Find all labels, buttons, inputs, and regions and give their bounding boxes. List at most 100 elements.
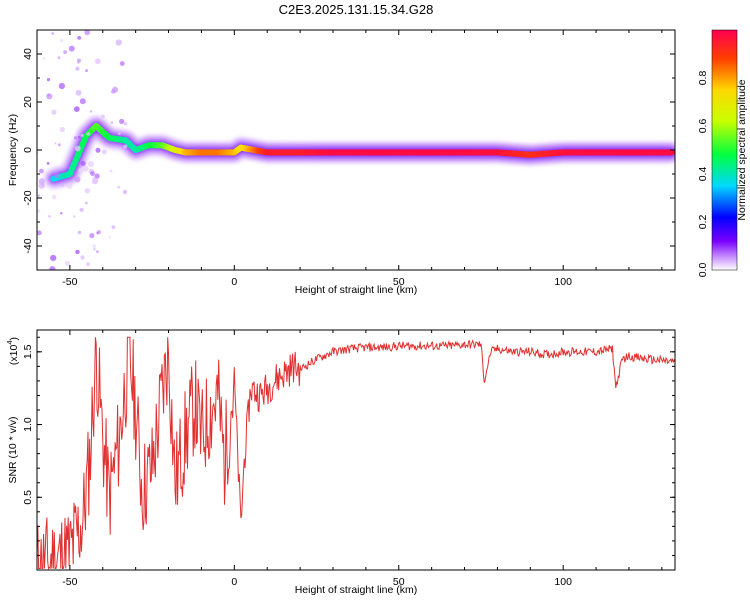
spectral-blob — [74, 176, 81, 183]
snr-series-line — [37, 336, 675, 570]
spectral-blob — [66, 183, 73, 189]
spectral-blob — [57, 56, 61, 60]
spectral-blob — [60, 211, 63, 215]
spectral-blob — [119, 61, 125, 66]
spectral-blob — [46, 162, 50, 165]
spectral-blob — [77, 36, 82, 40]
y-tick-label: 40 — [22, 48, 34, 60]
spectral-blob — [89, 233, 95, 239]
colorbar: 0.0 0.2 0.4 0.6 0.8 Normalized spectral ampl… — [697, 29, 748, 278]
x-tick-label: 100 — [554, 276, 572, 288]
spectral-blob — [63, 50, 67, 55]
spectral-blob — [77, 61, 80, 64]
spectral-blob — [95, 147, 101, 153]
spectrogram-x-axis-title: Height of straight line (km) — [295, 284, 418, 296]
x-tick-label: 0 — [231, 576, 237, 588]
spectral-blob — [39, 168, 44, 174]
x-tick-label: 0 — [231, 276, 237, 288]
colorbar-tick-label: 0.8 — [697, 71, 709, 86]
spectral-blob — [49, 266, 56, 270]
spectral-blob — [110, 121, 114, 124]
x-tick-label: 50 — [393, 576, 405, 588]
spectral-blob — [92, 178, 99, 185]
snr-frame — [36, 329, 676, 571]
spectral-blob — [64, 260, 70, 266]
snr-marks — [37, 336, 675, 570]
spectral-blob — [58, 82, 65, 90]
spectral-blob — [54, 172, 60, 179]
y-tick-label: 0.5 — [22, 490, 34, 505]
x-tick-label: -50 — [62, 576, 77, 588]
spectral-blob — [80, 255, 85, 260]
colorbar-tick-label: 0.4 — [697, 167, 709, 182]
y-tick-label: 0 — [22, 147, 34, 153]
spectral-blob — [84, 201, 88, 205]
spectral-blob — [80, 133, 84, 137]
spectral-blob — [115, 39, 122, 46]
spectral-blob — [96, 231, 100, 235]
spectral-blob — [37, 230, 42, 236]
spectral-blob — [46, 78, 51, 82]
y-tick-label: 1.0 — [22, 417, 34, 432]
spectral-blob — [109, 169, 113, 173]
snr-y-multiplier: (x104) — [5, 337, 20, 365]
spectral-blob — [77, 136, 81, 139]
spectral-blob — [38, 182, 45, 189]
spectral-blob — [57, 143, 61, 147]
spectral-blob — [92, 244, 96, 248]
spectral-blob — [74, 136, 78, 140]
snr-x-axis-title: Height of straight line (km) — [295, 584, 418, 596]
y-tick-label: 1.5 — [22, 344, 34, 359]
spectral-blob — [79, 98, 86, 105]
spectrogram-x-ticks: -50 0 50 100 — [36, 30, 663, 288]
x-tick-label: -50 — [62, 276, 77, 288]
spectral-blob — [73, 215, 76, 218]
spectral-blob — [79, 207, 84, 212]
spectral-blob — [93, 248, 96, 251]
spectral-blob — [61, 184, 64, 187]
spectral-blob — [111, 225, 116, 230]
spectral-blob — [75, 249, 80, 255]
spectral-blob — [84, 30, 90, 36]
spectral-blob — [54, 142, 57, 145]
spectral-blob — [74, 145, 81, 152]
snr-panel: -50 0 50 100 0.5 1.0 1.5 Height of straight l… — [5, 329, 676, 596]
spectral-blob — [75, 89, 82, 96]
spectral-blob — [86, 262, 90, 267]
snr-x-ticks: -50 0 50 100 — [36, 330, 663, 588]
spectral-blob — [50, 254, 57, 262]
spectral-blob — [119, 118, 125, 124]
spectral-blob — [51, 260, 54, 262]
spectral-blob — [89, 110, 93, 113]
spectrogram-y-axis-title: Frequency (Hz) — [7, 114, 19, 186]
spectral-blob — [37, 209, 40, 213]
spectral-blob — [123, 144, 128, 149]
spectral-blob — [78, 167, 84, 174]
snr-y-axis-title: SNR (10 * v/v) — [7, 416, 19, 483]
spectral-blob — [80, 160, 86, 166]
svg-text:(x104): (x104) — [5, 337, 20, 365]
spectral-blob — [51, 32, 55, 35]
spectrogram-panel: -50 0 50 100 -40 -20 0 20 40 Height of straight… — [7, 29, 676, 296]
colorbar-gradient — [711, 29, 738, 271]
x-tick-label: 100 — [554, 576, 572, 588]
spectral-blob — [68, 45, 75, 52]
spectral-blob — [85, 69, 88, 72]
snr-multiplier-exponent: 4 — [5, 341, 14, 345]
spectral-blob — [117, 132, 121, 136]
y-tick-label: 20 — [22, 96, 34, 108]
colorbar-title: Normalized spectral amplitude — [736, 79, 748, 220]
colorbar-tick-label: 0.2 — [697, 215, 709, 230]
x-tick-label: 50 — [393, 276, 405, 288]
spectral-blob — [51, 109, 57, 115]
spectral-blob — [77, 230, 82, 235]
spectral-blob — [87, 160, 95, 168]
spectral-blob — [90, 171, 95, 177]
spectral-blob — [102, 149, 107, 155]
figure-title: C2E3.2025.131.15.34.G28 — [279, 2, 434, 17]
colorbar-ticks: 0.0 0.2 0.4 0.6 0.8 — [697, 71, 709, 278]
spectral-blob — [73, 106, 80, 112]
spectral-blob — [101, 114, 105, 119]
spectral-blob — [75, 66, 80, 71]
